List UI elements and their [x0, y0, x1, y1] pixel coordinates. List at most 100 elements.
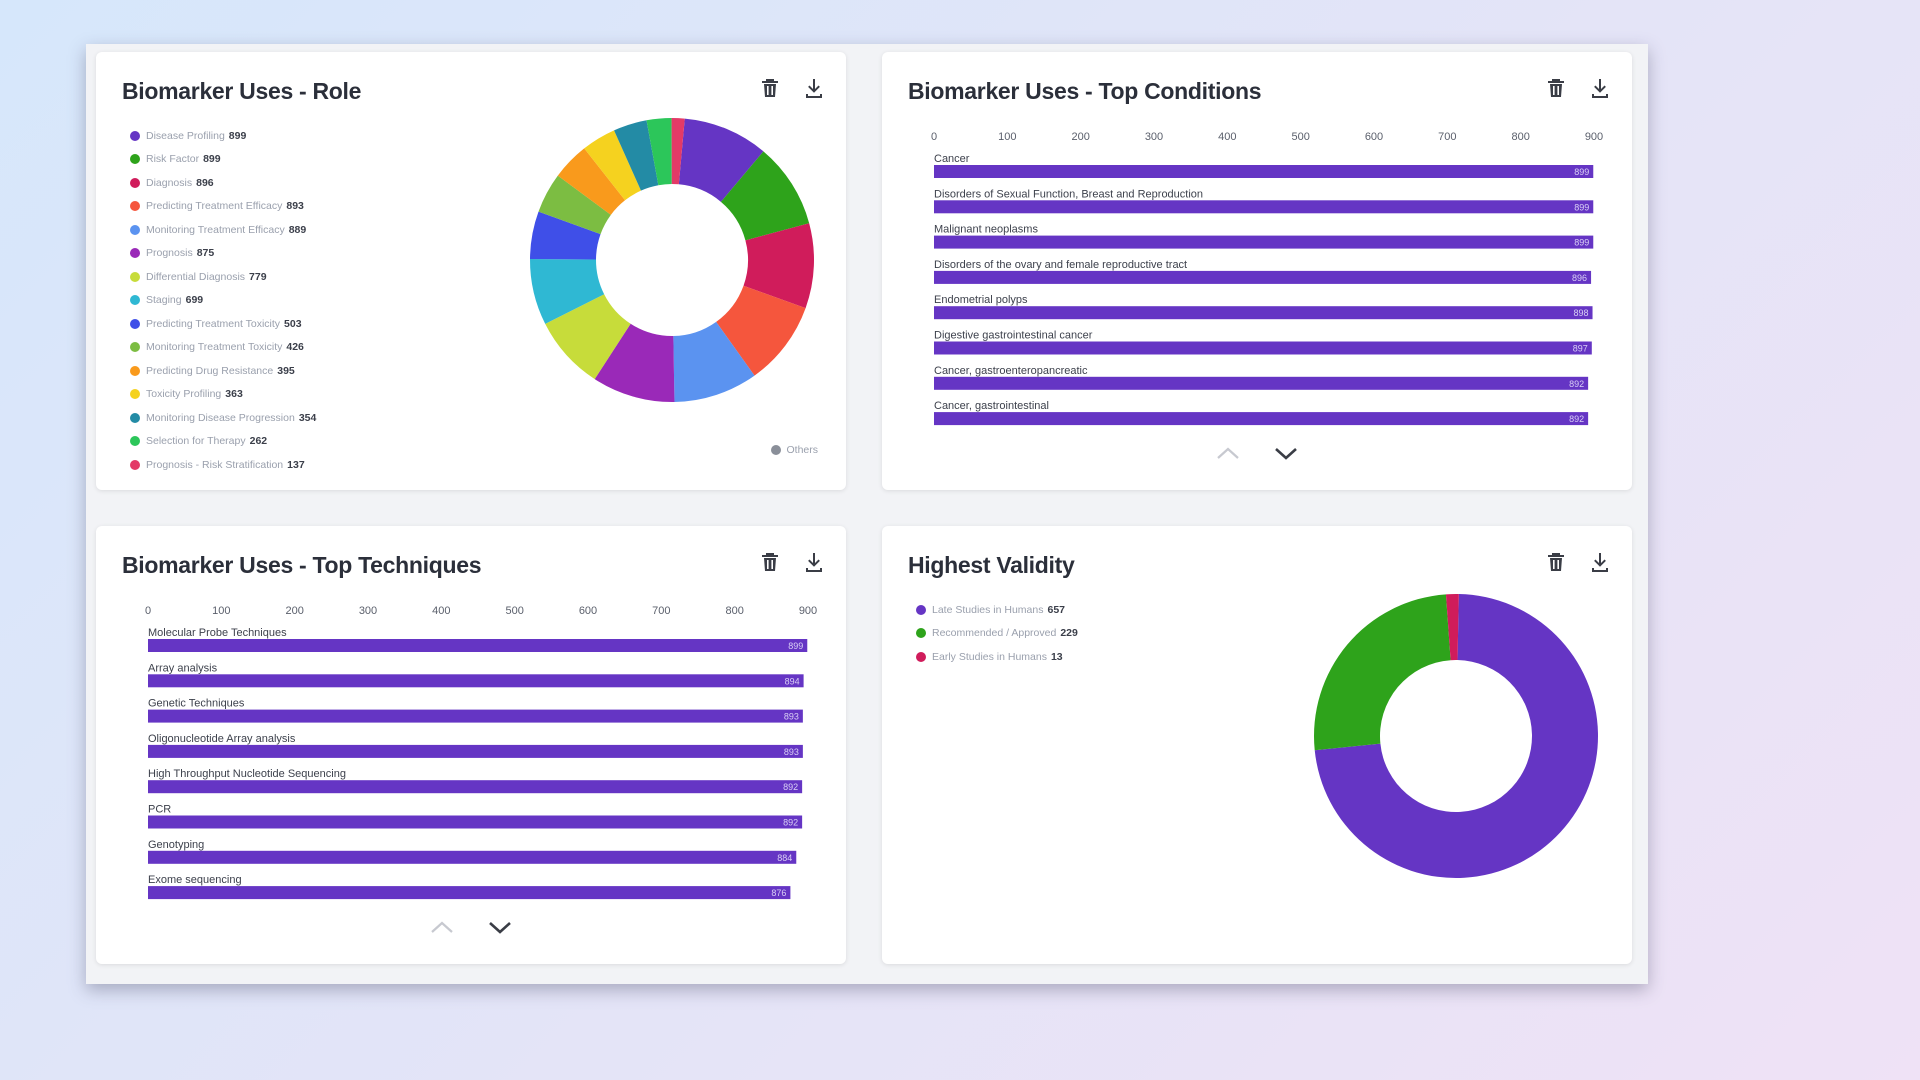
- trash-icon[interactable]: [758, 76, 782, 100]
- conditions-panel: Biomarker Uses - Top Conditions 0 100 200 3…: [882, 52, 1632, 490]
- bar-disorders-of-sexual-function-breast-and-reproduction[interactable]: [934, 200, 1594, 214]
- bar-endometrial-polyps[interactable]: [934, 306, 1593, 320]
- x-tick-label: 300: [1145, 131, 1163, 143]
- legend-item-prognosis-risk-stratification[interactable]: Prognosis - Risk Stratification 137: [130, 453, 316, 477]
- bar-genetic-techniques[interactable]: [148, 709, 803, 723]
- donut-slice-predicting-treatment-toxicity[interactable]: [530, 211, 601, 260]
- legend-item-toxicity-profiling[interactable]: Toxicity Profiling 363: [130, 383, 316, 407]
- bar-exome-sequencing[interactable]: [148, 886, 791, 900]
- bar-oligonucleotide-array-analysis[interactable]: [148, 744, 803, 758]
- legend-value: 13: [1050, 650, 1063, 663]
- bar-digestive-gastrointestinal-cancer[interactable]: [934, 341, 1592, 355]
- category-label: PCR: [148, 804, 171, 816]
- download-icon[interactable]: [1588, 550, 1612, 574]
- bar-value-label: 898: [1574, 308, 1589, 318]
- legend-value: 395: [277, 364, 295, 377]
- legend-value: 889: [288, 223, 307, 236]
- category-label: Digestive gastrointestinal cancer: [934, 330, 1093, 342]
- donut-slice-monitoring-treatment-efficacy[interactable]: [673, 321, 755, 402]
- legend-item-disease-profiling[interactable]: Disease Profiling 899: [130, 124, 316, 148]
- category-label: Cancer, gastroenteropancreatic: [934, 365, 1088, 377]
- legend-item-monitoring-disease-progression[interactable]: Monitoring Disease Progression 354: [130, 406, 316, 430]
- donut-slice-early-studies-in-humans[interactable]: [1445, 594, 1459, 661]
- download-icon[interactable]: [802, 550, 826, 574]
- donut-slice-predicting-drug-resistance[interactable]: [557, 148, 626, 215]
- donut-slice-late-studies-in-humans[interactable]: [1314, 594, 1598, 878]
- donut-slice-prognosis-risk-stratification[interactable]: [671, 118, 685, 185]
- legend-item-diagnosis[interactable]: Diagnosis 896: [130, 171, 316, 195]
- donut-slice-predicting-treatment-efficacy[interactable]: [716, 285, 806, 376]
- donut-slice-disease-profiling[interactable]: [678, 118, 764, 202]
- legend-item-staging[interactable]: Staging 699: [130, 289, 316, 313]
- donut-slice-recommended-approved[interactable]: [1314, 594, 1451, 751]
- legend-dot: [130, 177, 140, 188]
- chevron-up-icon[interactable]: [428, 918, 456, 936]
- chevron-down-icon[interactable]: [486, 918, 514, 936]
- x-tick-label: 900: [1585, 131, 1603, 143]
- legend-dot: [916, 651, 926, 662]
- others-label: Others: [786, 444, 818, 456]
- legend-dot: [130, 412, 140, 423]
- download-icon[interactable]: [1588, 76, 1612, 100]
- legend-value: 657: [1047, 603, 1066, 616]
- legend-value: 137: [287, 458, 305, 471]
- legend-item-risk-factor[interactable]: Risk Factor 899: [130, 148, 316, 172]
- category-label: Cancer: [934, 153, 970, 165]
- legend-item-late-studies-in-humans[interactable]: Late Studies in Humans 657: [916, 598, 1078, 622]
- bar-value-label: 899: [1574, 202, 1589, 212]
- legend-item-predicting-treatment-toxicity[interactable]: Predicting Treatment Toxicity 503: [130, 312, 316, 336]
- legend-item-prognosis[interactable]: Prognosis 875: [130, 242, 316, 266]
- bar-cancer[interactable]: [934, 165, 1594, 178]
- bar-array-analysis[interactable]: [148, 674, 804, 688]
- role-panel: Biomarker Uses - Role Disease Profiling 8…: [96, 52, 846, 490]
- bar-molecular-probe-techniques[interactable]: [148, 639, 808, 652]
- bar-value-label: 899: [1574, 167, 1589, 177]
- legend-item-monitoring-treatment-efficacy[interactable]: Monitoring Treatment Efficacy 889: [130, 218, 316, 242]
- bar-cancer-gastroenteropancreatic[interactable]: [934, 376, 1589, 390]
- bar-high-throughput-nucleotide-sequencing[interactable]: [148, 780, 803, 794]
- donut-slice-differential-diagnosis[interactable]: [545, 294, 631, 380]
- legend-dot: [130, 154, 140, 165]
- legend-item-predicting-drug-resistance[interactable]: Predicting Drug Resistance 395: [130, 359, 316, 383]
- legend-item-early-studies-in-humans[interactable]: Early Studies in Humans 13: [916, 645, 1078, 669]
- techniques-pager: [96, 918, 846, 936]
- category-label: High Throughput Nucleotide Sequencing: [148, 768, 346, 780]
- x-tick-label: 500: [505, 605, 523, 617]
- dashboard-board: Biomarker Uses - Role Disease Profiling 8…: [86, 44, 1648, 984]
- donut-slice-staging[interactable]: [530, 259, 605, 324]
- donut-slice-toxicity-profiling[interactable]: [584, 130, 641, 201]
- legend-label: Selection for Therapy: [146, 435, 246, 448]
- bar-malignant-neoplasms[interactable]: [934, 235, 1594, 249]
- legend-item-recommended-approved[interactable]: Recommended / Approved 229: [916, 622, 1078, 646]
- trash-icon[interactable]: [1544, 76, 1568, 100]
- techniques-panel: Biomarker Uses - Top Techniques 0 100 200 3…: [96, 526, 846, 964]
- donut-slice-diagnosis[interactable]: [743, 223, 814, 309]
- donut-slice-monitoring-treatment-toxicity[interactable]: [538, 175, 611, 235]
- trash-icon[interactable]: [758, 550, 782, 574]
- bar-cancer-gastrointestinal[interactable]: [934, 412, 1589, 426]
- legend-item-monitoring-treatment-toxicity[interactable]: Monitoring Treatment Toxicity 426: [130, 336, 316, 360]
- legend-value: 229: [1060, 627, 1078, 640]
- legend-item-differential-diagnosis[interactable]: Differential Diagnosis 779: [130, 265, 316, 289]
- legend-label: Toxicity Profiling: [146, 388, 222, 401]
- legend-item-predicting-treatment-efficacy[interactable]: Predicting Treatment Efficacy 893: [130, 195, 316, 219]
- legend-dot: [130, 436, 140, 447]
- legend-value: 779: [249, 270, 267, 283]
- trash-icon[interactable]: [1544, 550, 1568, 574]
- download-icon[interactable]: [802, 76, 826, 100]
- bar-pcr[interactable]: [148, 815, 803, 829]
- bar-value-label: 876: [771, 888, 786, 898]
- chevron-down-icon[interactable]: [1272, 444, 1300, 462]
- others-legend[interactable]: Others: [771, 444, 818, 456]
- legend-item-selection-for-therapy[interactable]: Selection for Therapy 262: [130, 430, 316, 454]
- donut-slice-risk-factor[interactable]: [720, 151, 810, 241]
- donut-slice-selection-for-therapy[interactable]: [646, 118, 672, 186]
- donut-slice-prognosis[interactable]: [594, 323, 675, 402]
- bar-genotyping[interactable]: [148, 850, 797, 864]
- conditions-pager: [882, 444, 1632, 462]
- chevron-up-icon[interactable]: [1214, 444, 1242, 462]
- validity-panel-tools: [1544, 550, 1612, 574]
- bar-disorders-of-the-ovary-and-female-reproductive-tract[interactable]: [934, 270, 1592, 284]
- techniques-panel-tools: [758, 550, 826, 574]
- donut-slice-monitoring-disease-progression[interactable]: [614, 120, 659, 191]
